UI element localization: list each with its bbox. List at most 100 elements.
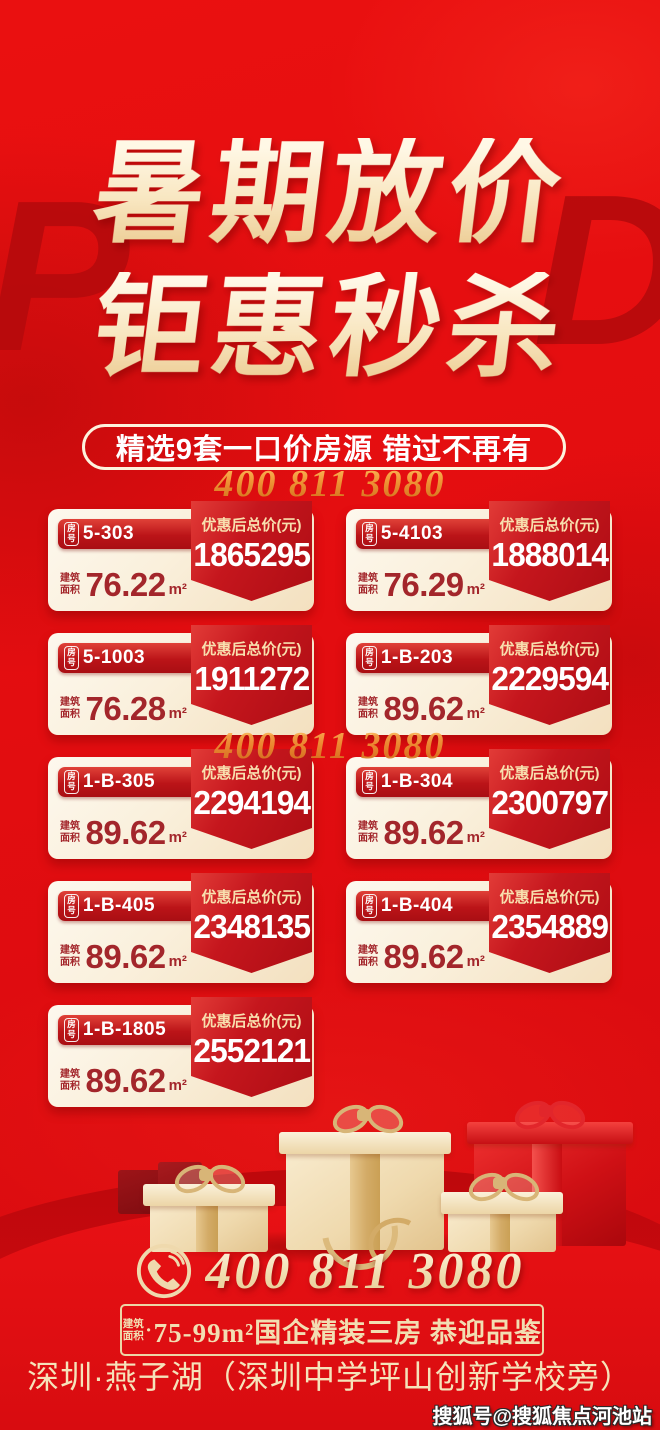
area-unit: m² xyxy=(168,581,187,598)
area-label: 建筑面积 xyxy=(358,573,378,596)
gift-boxes-illustration xyxy=(0,1095,660,1285)
gift-ribbon xyxy=(196,1192,218,1252)
price-label: 优惠后总价(元) xyxy=(499,765,600,782)
room-number: 1-B-1805 xyxy=(82,1019,167,1040)
area-label: 建筑面积 xyxy=(60,1069,80,1092)
area-unit: m² xyxy=(466,953,485,970)
price-label: 优惠后总价(元) xyxy=(201,641,302,658)
room-badge: 房号 xyxy=(64,1018,79,1042)
hotline-overlay-middle: 400 811 3080 xyxy=(0,724,660,768)
price-value: 1865295 xyxy=(193,536,311,573)
price-label: 优惠后总价(元) xyxy=(201,889,302,906)
price-ribbon: 优惠后总价(元) 2348135 xyxy=(191,873,312,973)
price-value: 2348135 xyxy=(193,908,311,945)
room-number: 1-B-304 xyxy=(380,771,454,792)
room-number: 1-B-405 xyxy=(82,895,156,916)
gift-lid xyxy=(467,1122,633,1144)
unit-card: 优惠后总价(元) 1865295 房号 5-303 建筑面积 76.22 m² xyxy=(48,501,314,611)
headline-line2: 钜惠秒杀 xyxy=(0,265,660,390)
unit-card: 优惠后总价(元) 2229594 房号 1-B-203 建筑面积 89.62 m… xyxy=(346,625,612,735)
room-badge: 房号 xyxy=(362,894,377,918)
area-value: 76.28 xyxy=(85,690,167,728)
area-row: 建筑面积 89.62 m² xyxy=(58,814,187,852)
price-value: 1888014 xyxy=(491,536,609,573)
price-ribbon: 优惠后总价(元) 1911272 xyxy=(191,625,312,725)
area-value: 89.62 xyxy=(85,938,167,976)
area-value: 89.62 xyxy=(383,690,465,728)
gift-lid xyxy=(279,1132,451,1154)
price-label: 优惠后总价(元) xyxy=(499,889,600,906)
room-number-pill: 房号 5-1003 xyxy=(58,643,204,673)
room-badge: 房号 xyxy=(64,522,79,546)
price-ribbon: 优惠后总价(元) 2229594 xyxy=(489,625,610,725)
area-row: 建筑面积 89.62 m² xyxy=(356,816,485,849)
unit-card: 优惠后总价(元) 2294194 房号 1-B-305 建筑面积 89.62 m… xyxy=(48,749,314,859)
background-letter-p: P xyxy=(0,168,129,383)
room-badge: 房号 xyxy=(362,646,377,670)
area-row: 建筑面积 76.28 m² xyxy=(58,690,187,728)
room-badge: 房号 xyxy=(362,770,377,794)
tagline-text: 75-99m²国企精装三房 恭迎品鉴 xyxy=(153,1317,542,1348)
gift-lid xyxy=(143,1184,275,1206)
room-number-pill: 房号 1-B-405 xyxy=(58,891,204,921)
background-letter-d: D xyxy=(533,162,660,377)
price-ribbon: 优惠后总价(元) 2552121 xyxy=(191,997,312,1097)
area-label: 建筑面积 xyxy=(60,945,80,968)
area-unit: m² xyxy=(466,581,485,598)
phone-icon xyxy=(137,1243,192,1299)
unit-card: 优惠后总价(元) 1888014 房号 5-4103 建筑面积 76.29 m² xyxy=(346,501,612,611)
area-value: 76.22 xyxy=(85,566,167,604)
room-number-pill: 房号 1-B-305 xyxy=(58,767,204,797)
room-number: 5-303 xyxy=(82,523,135,544)
price-ribbon: 优惠后总价(元) 2294194 xyxy=(191,749,312,849)
footer-phone-row: 400 811 3080 xyxy=(0,1238,660,1304)
area-label: 建筑面积 xyxy=(60,697,80,720)
room-number: 1-B-203 xyxy=(380,647,454,668)
subtitle-banner: 精选9套一口价房源 错过不再有 xyxy=(82,424,566,470)
price-value: 2300797 xyxy=(491,784,609,821)
area-unit: m² xyxy=(168,829,187,846)
area-label: 建筑面积 xyxy=(60,821,80,844)
project-location: 深圳·燕子湖（深圳中学坪山创新学校旁） xyxy=(27,1359,633,1395)
area-value: 89.62 xyxy=(85,814,167,852)
area-label: 建筑面积 xyxy=(358,821,378,844)
area-unit: m² xyxy=(466,705,485,722)
area-row: 建筑面积 89.62 m² xyxy=(356,690,485,728)
room-badge: 房号 xyxy=(64,646,79,670)
unit-card: 优惠后总价(元) 1911272 房号 5-1003 建筑面积 76.28 m² xyxy=(48,625,314,735)
room-number-pill: 房号 1-B-1805 xyxy=(58,1015,204,1045)
area-value: 76.29 xyxy=(383,566,465,604)
unit-card: 优惠后总价(元) 2300797 房号 1-B-304 建筑面积 89.62 m… xyxy=(346,749,612,859)
price-ribbon: 优惠后总价(元) 1888014 xyxy=(489,501,610,601)
sohu-watermark: 搜狐号@搜狐焦点河池站 xyxy=(432,1406,652,1428)
gift-lid xyxy=(441,1192,563,1214)
price-label: 优惠后总价(元) xyxy=(201,1013,302,1030)
area-row: 建筑面积 76.22 m² xyxy=(58,566,187,604)
tagline-separator: • xyxy=(146,1323,151,1337)
unit-card: 优惠后总价(元) 2348135 房号 1-B-405 建筑面积 89.62 m… xyxy=(48,873,314,983)
gift-box-right xyxy=(441,1167,563,1252)
room-number-pill: 房号 1-B-304 xyxy=(356,767,502,797)
price-ribbon: 优惠后总价(元) 2300797 xyxy=(489,749,610,849)
unit-card: 优惠后总价(元) 2354889 房号 1-B-404 建筑面积 89.62 m… xyxy=(346,873,612,983)
area-unit: m² xyxy=(466,829,485,846)
area-label: 建筑面积 xyxy=(358,697,378,720)
area-value: 89.62 xyxy=(85,1062,167,1100)
room-number-pill: 房号 5-4103 xyxy=(356,519,502,549)
price-value: 2229594 xyxy=(491,660,609,697)
area-row: 建筑面积 89.62 m² xyxy=(58,938,187,976)
room-badge: 房号 xyxy=(64,894,79,918)
area-value: 89.62 xyxy=(383,938,465,976)
room-number-pill: 房号 1-B-203 xyxy=(356,643,502,673)
area-label: 建筑面积 xyxy=(60,573,80,596)
price-label: 优惠后总价(元) xyxy=(499,641,600,658)
area-unit: m² xyxy=(168,705,187,722)
unit-card: 优惠后总价(元) 2552121 房号 1-B-1805 建筑面积 89.62 … xyxy=(48,997,314,1107)
subtitle-banner-text: 精选9套一口价房源 错过不再有 xyxy=(115,434,533,466)
room-number: 1-B-305 xyxy=(82,771,156,792)
area-row: 建筑面积 76.29 m² xyxy=(356,566,485,604)
price-value: 2354889 xyxy=(491,908,609,945)
area-unit: m² xyxy=(168,1077,187,1094)
footer-phone-number: 400 811 3080 xyxy=(205,1242,525,1300)
